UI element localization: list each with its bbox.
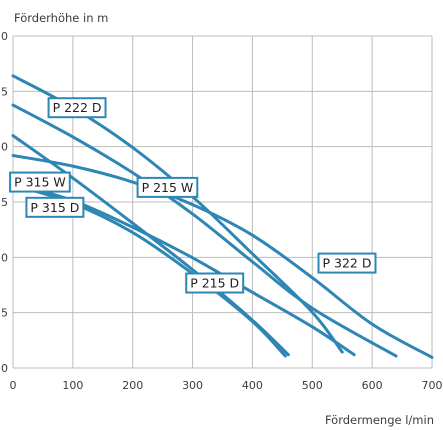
y-tick-label: 0 bbox=[1, 30, 8, 43]
series-label-text: P 322 D bbox=[323, 256, 372, 271]
y-tick-label: 0 bbox=[1, 362, 8, 375]
series-label-p-215-d: P 215 D bbox=[185, 272, 245, 294]
y-tick-label: 0 bbox=[1, 251, 8, 264]
series-label-box bbox=[47, 97, 107, 119]
series-label-box bbox=[9, 171, 71, 193]
x-tick-label: 100 bbox=[62, 379, 83, 392]
series-label-p-222-d: P 222 D bbox=[47, 97, 107, 119]
series-labels: P 222 D P 315 W P 315 D P 215 W P 322 D P 215… bbox=[9, 97, 377, 294]
series-label-p-315-w: P 315 W bbox=[9, 171, 71, 193]
x-tick-label: 600 bbox=[362, 379, 383, 392]
series-label-box bbox=[185, 272, 245, 294]
series-curve-p-215-w bbox=[11, 103, 398, 358]
series-label-p-322-d: P 322 D bbox=[317, 252, 377, 274]
x-axis-title: Fördermenge l/min bbox=[325, 413, 434, 427]
x-tick-label: 200 bbox=[122, 379, 143, 392]
series-label-text: P 215 W bbox=[142, 180, 194, 195]
y-tick-label: 0 bbox=[1, 141, 8, 154]
x-tick-label: 300 bbox=[182, 379, 203, 392]
series-label-text: P 222 D bbox=[53, 100, 102, 115]
series-label-box bbox=[25, 196, 85, 218]
y-tick-label: 5 bbox=[1, 85, 8, 98]
series-label-box bbox=[317, 252, 377, 274]
y-axis-title: Förderhöhe in m bbox=[14, 11, 108, 25]
x-tick-label: 400 bbox=[242, 379, 263, 392]
series-label-text: P 315 D bbox=[30, 200, 79, 215]
series-label-box bbox=[136, 176, 199, 198]
x-tick-label: 700 bbox=[422, 379, 443, 392]
x-tick-label: 500 bbox=[302, 379, 323, 392]
x-tick-label: 0 bbox=[10, 379, 17, 392]
y-tick-label: 5 bbox=[1, 196, 8, 209]
series-label-p-315-d: P 315 D bbox=[25, 196, 85, 218]
tick-labels: 0 100 200 300 400 500 600 700 0 5 0 5 0 5 0 bbox=[1, 30, 443, 392]
series-label-text: P 315 W bbox=[14, 175, 66, 190]
series-label-p-215-w: P 215 W bbox=[136, 176, 199, 198]
y-tick-label: 5 bbox=[1, 307, 8, 320]
series-label-text: P 215 D bbox=[190, 276, 239, 291]
series-curve-p-322-d bbox=[11, 154, 434, 359]
